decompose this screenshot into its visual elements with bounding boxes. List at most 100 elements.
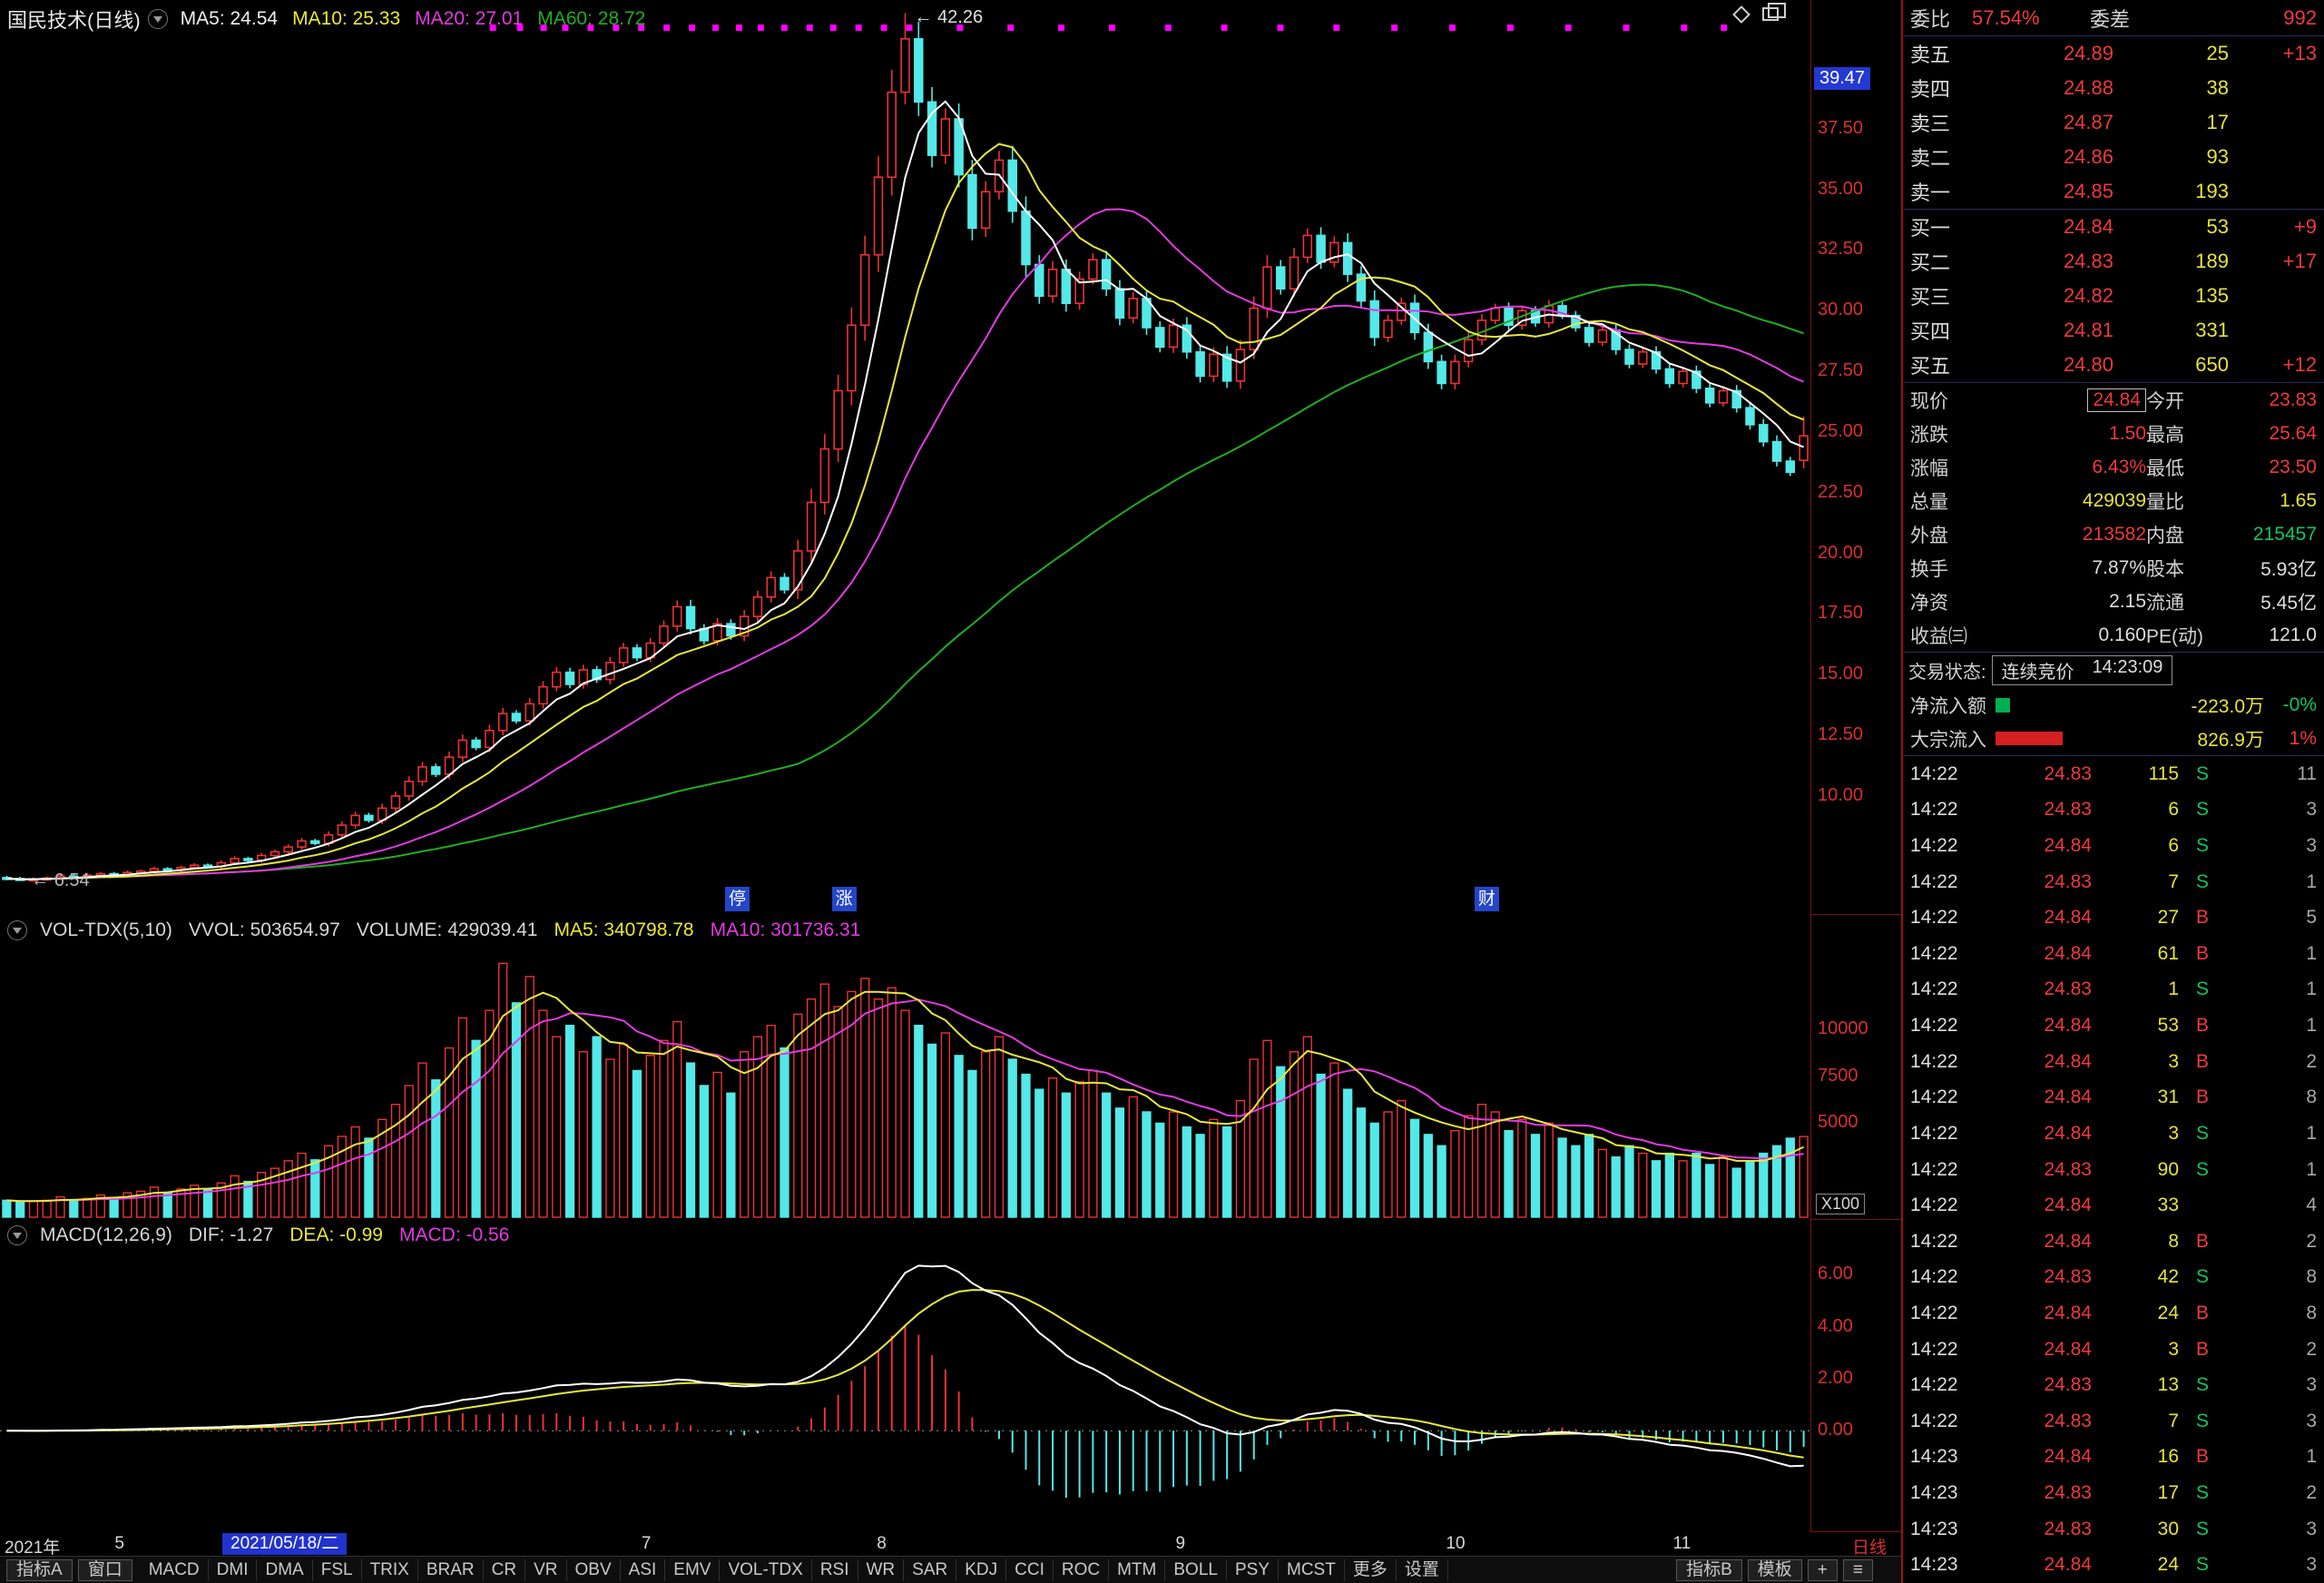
flow-percent: -0% — [2282, 693, 2317, 715]
tick-count: 3 — [2306, 835, 2317, 857]
collapse-icon[interactable] — [7, 1225, 27, 1245]
indicator-tab[interactable]: BRAR — [418, 1558, 484, 1581]
price-axis-label: 37.50 — [1818, 117, 1864, 138]
indicator-tab[interactable]: EMV — [665, 1558, 721, 1581]
toolbar-button[interactable]: + — [1807, 1558, 1838, 1581]
bid-row[interactable]: 买三 24.82 135 — [1903, 279, 2324, 313]
bid-row-label: 买二 — [1910, 251, 1951, 274]
ask-row[interactable]: 卖四 24.88 38 — [1903, 71, 2324, 105]
chart-corner-icons — [1732, 3, 1786, 24]
indicator-tab[interactable]: WR — [858, 1558, 905, 1581]
tick-row: 14:22 24.84 24 B 8 — [1903, 1295, 2324, 1332]
indicator-tab[interactable]: DMI — [209, 1558, 258, 1581]
event-flag[interactable]: 停 — [724, 887, 750, 911]
candlestick-chart[interactable] — [0, 0, 1810, 915]
info-value: 5.93亿 — [2260, 558, 2317, 580]
tick-side: S — [2195, 1518, 2209, 1539]
tick-row: 14:22 24.83 115 S 11 — [1903, 756, 2324, 792]
toolbar-button[interactable]: 模板 — [1747, 1558, 1802, 1581]
tick-price: 24.83 — [2044, 1518, 2092, 1539]
bid-row-qty: 53 — [2206, 215, 2229, 238]
tick-time: 14:22 — [1910, 978, 1958, 1000]
bid-row[interactable]: 买五 24.80 650 +12 — [1903, 348, 2324, 382]
indicator-tab[interactable]: CR — [484, 1558, 526, 1581]
indicator-tab[interactable]: FSL — [313, 1558, 362, 1581]
tick-side: B — [2195, 907, 2209, 929]
main-chart-panel[interactable]: 39.47 37.50 35.00 32.50 30.00 27.50 25.00 22.5… — [0, 0, 1901, 915]
toolbar-button[interactable]: ≡ — [1842, 1558, 1873, 1581]
indicator-tab[interactable]: TRIX — [362, 1558, 418, 1581]
indicator-tab[interactable]: ROC — [1054, 1558, 1110, 1581]
tick-row: 14:22 24.84 3 B 2 — [1903, 1044, 2324, 1080]
indicator-tab[interactable]: OBV — [567, 1558, 621, 1581]
indicator-tab[interactable]: PSY — [1227, 1558, 1279, 1581]
tick-price: 24.83 — [2044, 1481, 2092, 1503]
tick-count: 4 — [2306, 1195, 2317, 1216]
collapse-icon[interactable] — [147, 9, 168, 29]
tick-row: 14:23 24.84 16 B 1 — [1903, 1440, 2324, 1476]
event-flag[interactable]: 涨 — [831, 887, 857, 911]
indicator-tab[interactable]: SAR — [904, 1558, 957, 1581]
indicator-tab[interactable]: RSI — [812, 1558, 858, 1581]
info-value: 5.45亿 — [2260, 592, 2317, 614]
info-value: 6.43% — [2092, 456, 2146, 477]
indicator-tab[interactable]: VR — [525, 1558, 567, 1581]
timeline-date-box: 2021/05/18/二 — [222, 1533, 348, 1555]
toolbar-button[interactable]: 指标B — [1676, 1558, 1742, 1581]
ask-levels: 卖五 24.89 25 +13 卖四 24.88 38 卖三 24.87 17 卖二 24.86 93 卖… — [1903, 36, 2324, 209]
tick-count: 3 — [2306, 799, 2317, 821]
macd-chart[interactable] — [0, 1220, 1810, 1532]
diamond-icon[interactable] — [1732, 5, 1750, 24]
info-value: 25.64 — [2269, 422, 2317, 444]
indicator-tab[interactable]: MACD — [141, 1558, 209, 1581]
indicator-tab[interactable]: 设置 — [1397, 1558, 1448, 1581]
ask-row[interactable]: 卖一 24.85 193 — [1903, 174, 2324, 209]
tick-list[interactable]: 14:22 24.83 115 S 11 14:22 24.83 6 S 3 14:22 24.84 6… — [1903, 755, 2324, 1583]
tick-price: 24.84 — [2044, 1554, 2092, 1576]
ask-row[interactable]: 卖三 24.87 17 — [1903, 105, 2324, 140]
toolbar-button[interactable]: 窗口 — [77, 1558, 132, 1581]
macd-value: MACD: -0.56 — [398, 1224, 510, 1245]
tick-time: 14:22 — [1910, 907, 1958, 929]
ask-row-price: 24.85 — [2063, 180, 2113, 202]
vol-indicator-name: VOL-TDX(5,10) — [40, 919, 172, 940]
dea-value: DEA: -0.99 — [289, 1224, 383, 1245]
indicator-tab[interactable]: CCI — [1006, 1558, 1054, 1581]
bid-row-label: 买五 — [1910, 355, 1951, 378]
volume-chart[interactable] — [0, 915, 1810, 1220]
info-value: 23.83 — [2269, 388, 2317, 410]
info-row: 净资 2.15 流通 5.45亿 — [1903, 585, 2324, 618]
collapse-icon[interactable] — [7, 920, 27, 940]
tick-side: S — [2195, 978, 2209, 1000]
indicator-tab[interactable]: BOLL — [1165, 1558, 1227, 1581]
overlay-window-icon[interactable] — [1762, 3, 1786, 21]
info-value: 7.87% — [2092, 556, 2146, 578]
indicator-tab[interactable]: DMA — [257, 1558, 313, 1581]
indicator-tab[interactable]: 更多 — [1345, 1558, 1397, 1581]
indicator-tab[interactable]: VOL-TDX — [720, 1558, 812, 1581]
ask-row[interactable]: 卖五 24.89 25 +13 — [1903, 36, 2324, 71]
tick-time: 14:22 — [1910, 799, 1958, 821]
toolbar-button[interactable]: 指标A — [6, 1558, 73, 1581]
weicha-value: 992 — [2283, 5, 2317, 29]
macd-panel[interactable]: 6.00 4.00 2.00 0.00 MACD(12,26,9) DIF: -1.2… — [0, 1220, 1901, 1532]
tick-row: 14:23 24.83 17 S 2 — [1903, 1475, 2324, 1511]
volume-panel[interactable]: 10000 7500 5000 X100 VOL-TDX(5,10) VVOL: 5… — [0, 915, 1901, 1220]
tick-price: 24.84 — [2044, 1230, 2092, 1252]
tick-count: 11 — [2297, 762, 2317, 784]
indicator-tab[interactable]: MCST — [1279, 1558, 1345, 1581]
price-axis: 39.47 37.50 35.00 32.50 30.00 27.50 25.00 22.5… — [1810, 0, 1901, 914]
indicator-tab[interactable]: MTM — [1109, 1558, 1166, 1581]
indicator-tab[interactable]: ASI — [621, 1558, 666, 1581]
indicator-tab[interactable]: KDJ — [956, 1558, 1007, 1581]
ask-row[interactable]: 卖二 24.86 93 — [1903, 140, 2324, 174]
bid-row[interactable]: 买二 24.83 189 +17 — [1903, 244, 2324, 279]
vol-ma5-value: MA5: 340798.78 — [554, 919, 694, 940]
bid-row[interactable]: 买四 24.81 331 — [1903, 313, 2324, 348]
tick-count: 1 — [2306, 1446, 2317, 1468]
tick-row: 14:22 24.84 8 B 2 — [1903, 1224, 2324, 1260]
tick-price: 24.84 — [2044, 1122, 2092, 1144]
event-flag[interactable]: 财 — [1474, 887, 1499, 911]
info-label: 最低 — [2146, 457, 2184, 479]
bid-row[interactable]: 买一 24.84 53 +9 — [1903, 210, 2324, 244]
